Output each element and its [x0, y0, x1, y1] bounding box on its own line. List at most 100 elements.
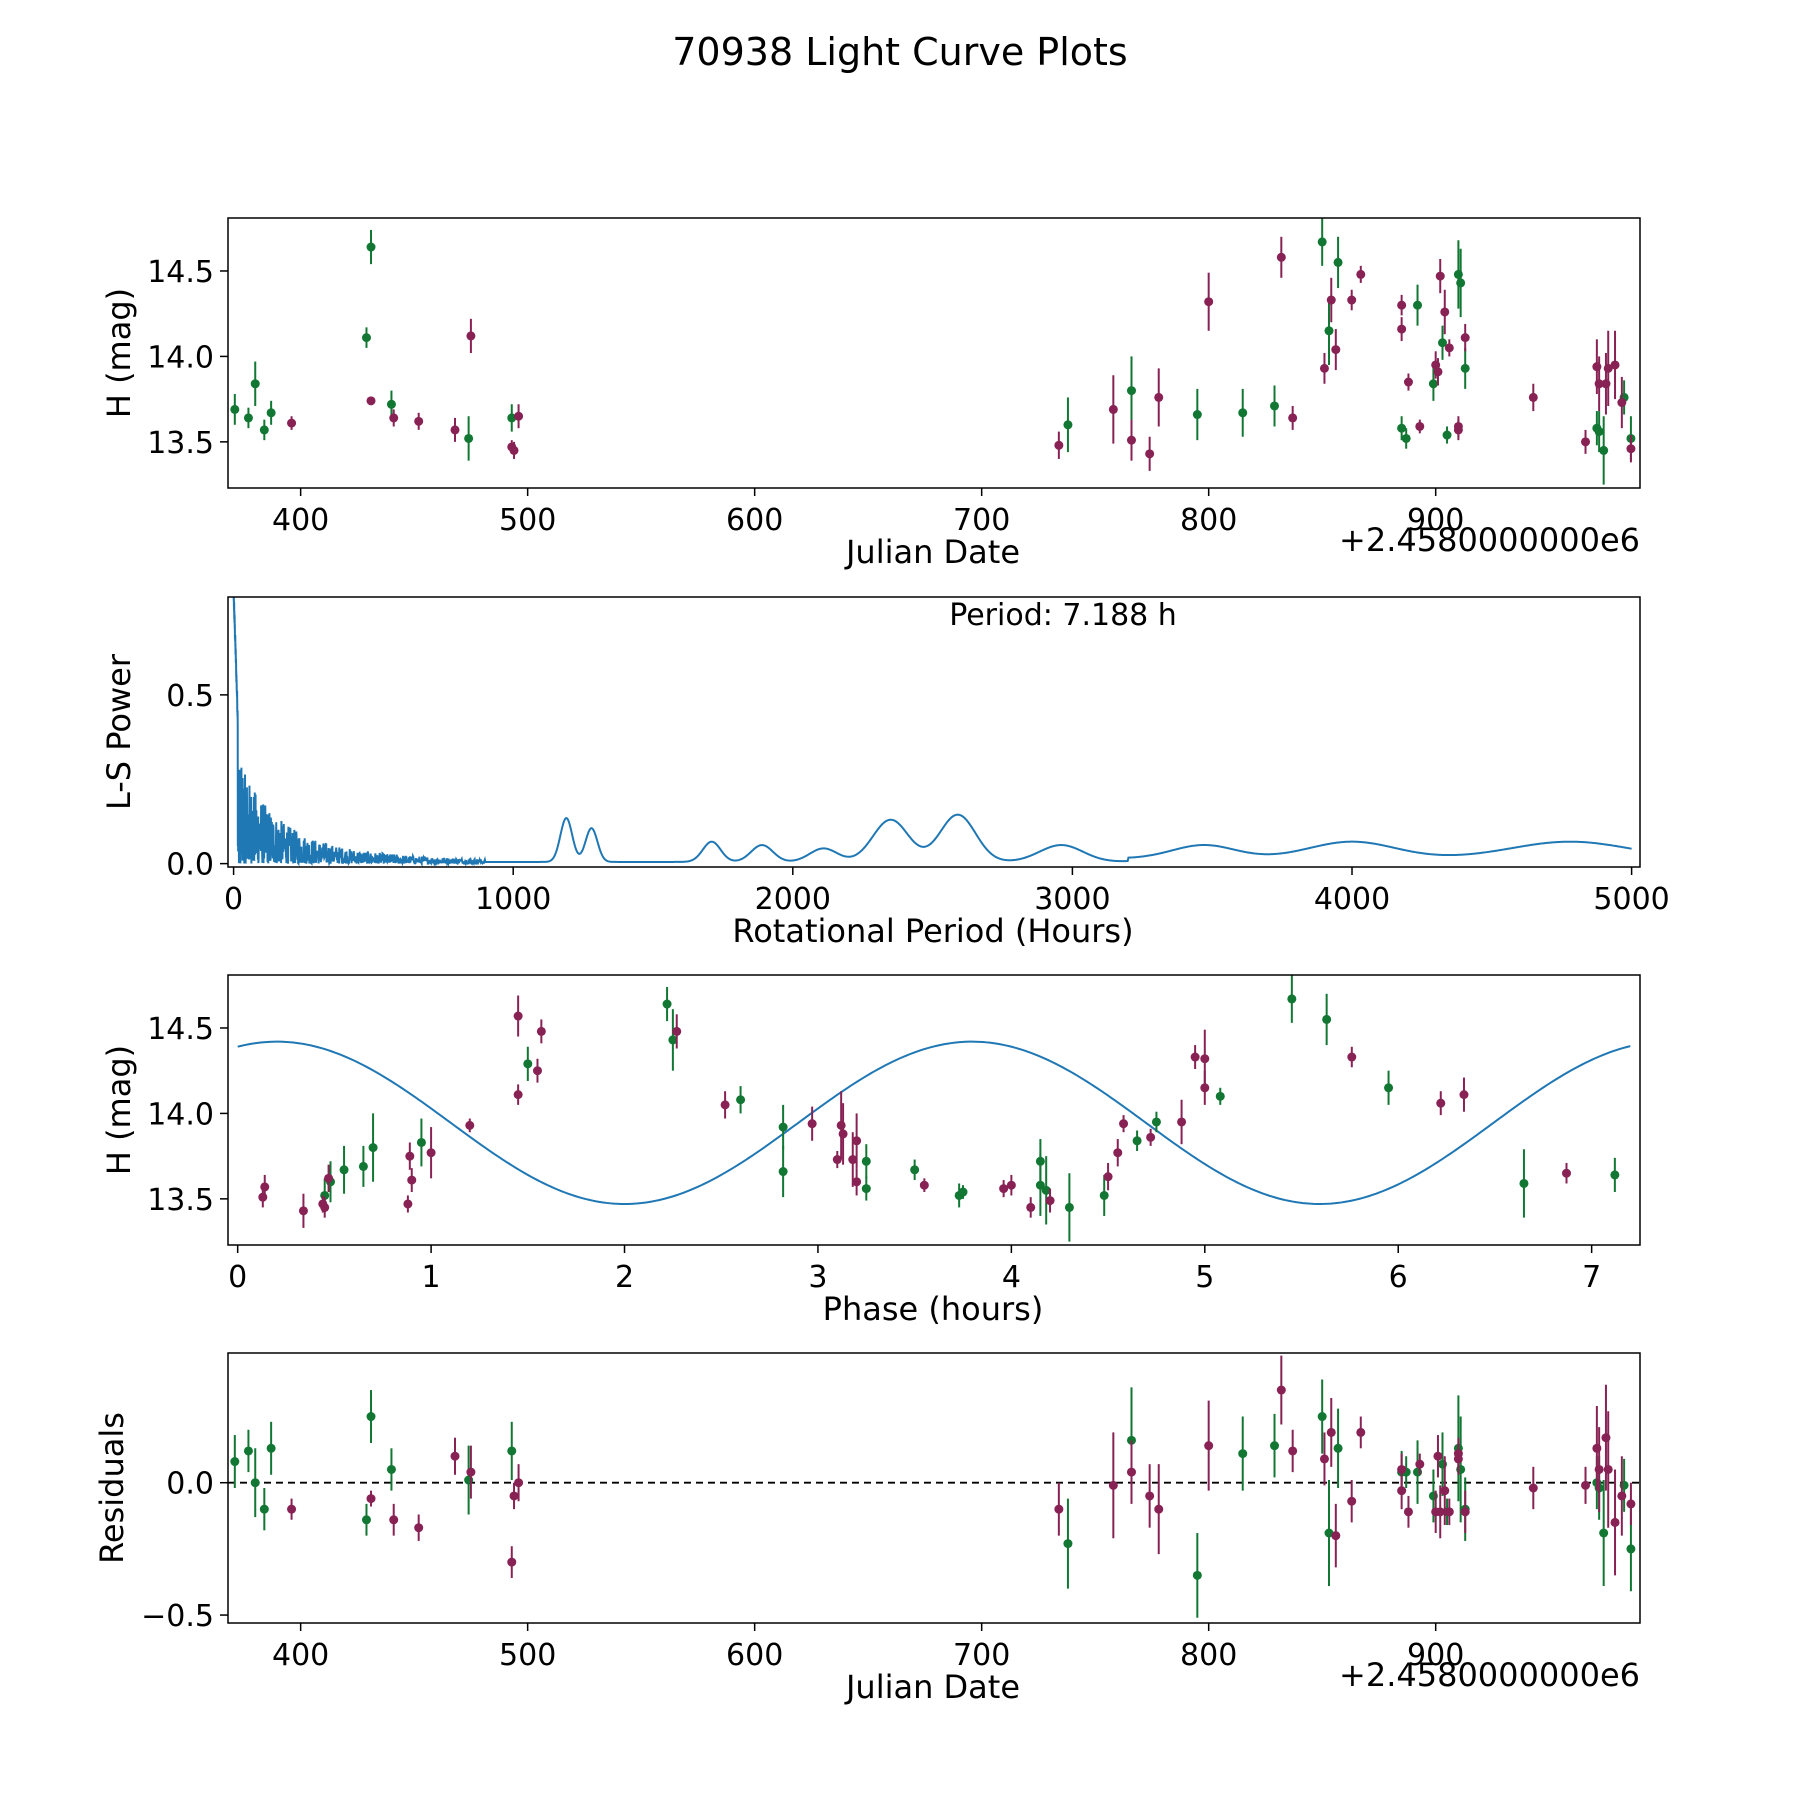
- panel-3: 0 1 2 3 4 5 6 7 13.5 14.0 14.5 Phase (hours) H (mag): [100, 974, 1641, 1328]
- point-marker: [1442, 430, 1452, 440]
- y-tick-label: 14.0: [147, 340, 214, 375]
- data-point: [339, 1145, 349, 1194]
- panel-2: 0 1000 2000 3000 4000 5000 0.0 0.5 Rotational Pe…: [100, 596, 1670, 950]
- data-point: [1347, 1046, 1357, 1068]
- data-point: [403, 1195, 413, 1213]
- point-marker: [259, 1504, 269, 1514]
- data-point: [910, 1159, 920, 1181]
- point-marker: [1270, 1441, 1280, 1451]
- point-marker: [1324, 1528, 1334, 1538]
- point-marker: [910, 1165, 920, 1175]
- point-marker: [536, 1026, 546, 1036]
- point-marker: [1433, 1451, 1443, 1461]
- data-point: [1459, 1077, 1469, 1112]
- data-point: [1103, 1162, 1113, 1191]
- x-tick-label: 3000: [1034, 882, 1110, 917]
- point-marker: [405, 1151, 415, 1161]
- point-marker: [366, 396, 376, 406]
- point-marker: [1610, 360, 1620, 370]
- point-marker: [662, 999, 672, 1009]
- point-marker: [1113, 1148, 1123, 1158]
- point-marker: [1433, 367, 1443, 377]
- point-marker: [513, 1011, 523, 1021]
- point-marker: [266, 408, 276, 418]
- point-marker: [1397, 1464, 1407, 1474]
- data-point: [1397, 317, 1407, 342]
- data-point: [513, 1084, 523, 1105]
- data-point: [1444, 1498, 1454, 1526]
- x-tick-label: 3: [808, 1260, 827, 1295]
- axes-frame: [227, 974, 1641, 1246]
- point-marker: [1331, 1531, 1341, 1541]
- x-tick-label: 800: [1180, 1638, 1237, 1673]
- data-point: [1108, 1432, 1118, 1539]
- data-point: [1333, 1408, 1343, 1488]
- point-marker: [852, 1136, 862, 1146]
- point-marker: [1626, 1499, 1636, 1509]
- point-marker: [361, 1515, 371, 1525]
- data-point: [807, 1106, 817, 1141]
- point-marker: [1460, 333, 1470, 343]
- point-marker: [736, 1095, 746, 1105]
- point-marker: [1326, 295, 1336, 305]
- data-point: [320, 1197, 330, 1218]
- data-point: [1326, 1398, 1336, 1467]
- point-marker: [1063, 1539, 1073, 1549]
- point-marker: [1403, 1507, 1413, 1517]
- point-marker: [1456, 278, 1466, 288]
- point-marker: [389, 1515, 399, 1525]
- data-point: [243, 1429, 253, 1473]
- x-tick-label: 1000: [475, 882, 551, 917]
- y-tick-label: 0.5: [166, 679, 214, 714]
- data-point: [958, 1185, 968, 1199]
- point-marker: [1319, 1454, 1329, 1464]
- data-point: [1192, 388, 1202, 441]
- data-point: [259, 1488, 269, 1531]
- point-marker: [407, 1175, 417, 1185]
- y-tick-label: 14.5: [147, 255, 214, 290]
- data-point: [1401, 428, 1411, 449]
- point-marker: [358, 1161, 368, 1171]
- point-marker: [1617, 1491, 1627, 1501]
- point-marker: [1126, 435, 1136, 445]
- data-point: [1403, 1495, 1413, 1528]
- data-point: [1146, 1128, 1156, 1146]
- data-point: [1617, 376, 1627, 429]
- x-tick-label: 400: [272, 1638, 329, 1673]
- point-marker: [1397, 324, 1407, 334]
- data-point: [1063, 1498, 1073, 1589]
- point-marker: [861, 1184, 871, 1194]
- point-marker: [1594, 379, 1604, 389]
- panel-1: 400 500 600 700 800 900 13.5 14.0 14.5 Julian Dat…: [100, 217, 1641, 571]
- x-tick-label: 400: [272, 503, 329, 538]
- point-marker: [1603, 363, 1613, 373]
- data-point: [1288, 1429, 1298, 1473]
- data-point: [1397, 1472, 1407, 1510]
- data-point: [1356, 1416, 1366, 1449]
- data-point: [514, 1464, 524, 1502]
- point-marker: [861, 1156, 871, 1166]
- data-point: [1145, 436, 1155, 471]
- data-point: [1413, 284, 1423, 326]
- data-point: [1603, 330, 1613, 406]
- data-point: [832, 1151, 842, 1169]
- data-point: [1288, 405, 1298, 430]
- point-marker: [426, 1148, 436, 1158]
- data-point: [1317, 1379, 1327, 1454]
- point-marker: [287, 418, 297, 428]
- data-point: [243, 407, 253, 429]
- data-point: [720, 1091, 730, 1119]
- data-point: [414, 412, 424, 430]
- point-marker: [1317, 1412, 1327, 1422]
- point-marker: [1444, 343, 1454, 353]
- x-tick-label: 5000: [1593, 882, 1669, 917]
- plot-area: [230, 218, 1636, 485]
- y-axis-label: L-S Power: [100, 653, 138, 810]
- data-point: [1192, 1533, 1202, 1618]
- y-tick-label: 0.0: [166, 848, 214, 883]
- point-marker: [1322, 1014, 1332, 1024]
- point-marker: [1288, 1446, 1298, 1456]
- data-point: [1270, 1413, 1280, 1478]
- data-point: [366, 229, 376, 265]
- point-marker: [366, 242, 376, 252]
